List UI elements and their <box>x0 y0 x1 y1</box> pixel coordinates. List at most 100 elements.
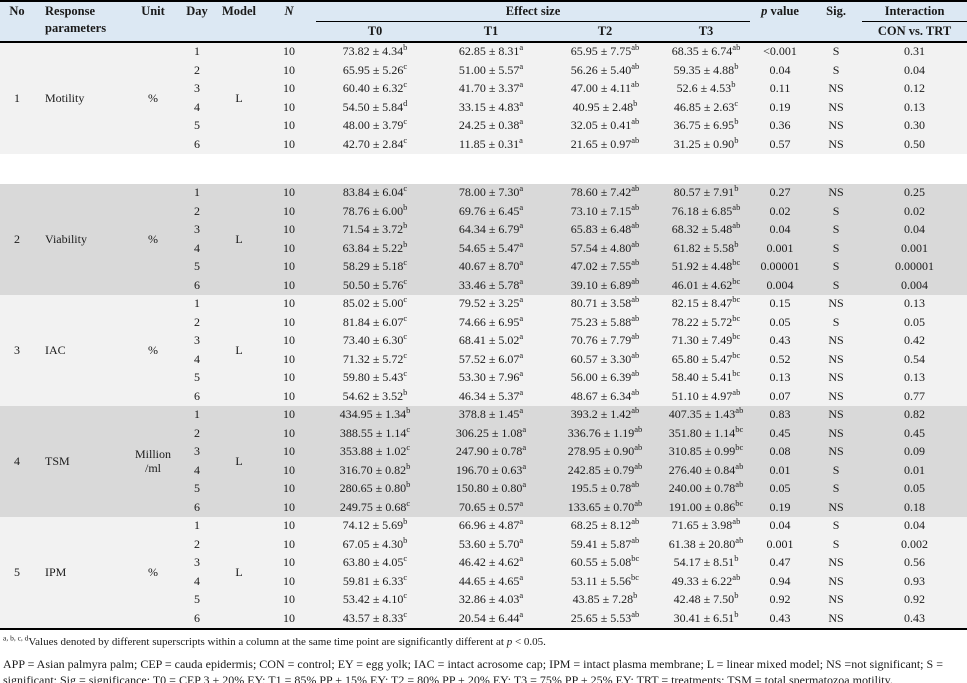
superscript: ab <box>735 405 744 416</box>
superscript: b <box>734 238 739 249</box>
interaction-cell: 0.56 <box>862 554 967 573</box>
col-header-model: Model <box>216 1 262 42</box>
n-cell: 10 <box>262 387 316 406</box>
p-value-cell: 0.04 <box>750 61 811 80</box>
superscript: b <box>403 238 408 249</box>
p-value-cell: 0.01 <box>750 461 811 480</box>
day-cell: 2 <box>178 61 216 80</box>
table-row: 3 10 63.80 ± 4.05c 46.42 ± 4.62a 60.55 ± 5.0… <box>0 554 967 573</box>
superscript: c <box>403 608 408 619</box>
unit-cell: % <box>128 517 178 629</box>
effect-t0-cell: 65.95 ± 5.26c <box>316 61 434 80</box>
superscript: ab <box>631 116 640 127</box>
sig-cell: S <box>810 276 863 295</box>
superscript: d <box>403 97 408 108</box>
interaction-cell: 0.54 <box>862 350 967 369</box>
superscript: bc <box>735 442 744 453</box>
effect-t0-cell: 54.62 ± 3.52b <box>316 387 434 406</box>
day-cell: 1 <box>178 42 216 62</box>
effect-t0-cell: 74.12 ± 5.69b <box>316 517 434 536</box>
table-row: 6 10 43.57 ± 8.33c 20.54 ± 6.44a 25.65 ± 5.5… <box>0 608 967 629</box>
superscript: c <box>734 97 739 108</box>
n-cell: 10 <box>262 276 316 295</box>
superscript: b <box>734 553 739 564</box>
interaction-cell: 0.30 <box>862 117 967 136</box>
p-value-cell: 0.004 <box>750 276 811 295</box>
table-row: 4 TSM Million /ml 1 L 10 434.95 ± 1.34b 378.8 ±… <box>0 405 967 517</box>
superscript: ab <box>631 479 640 490</box>
superscript: a <box>519 294 524 305</box>
p-value-cell: 0.001 <box>750 239 811 258</box>
superscript: a <box>519 386 524 397</box>
superscript: c <box>403 79 408 90</box>
superscript: ab <box>631 294 640 305</box>
effect-t1-cell: 53.60 ± 5.70a <box>434 535 548 554</box>
table-row: 3 10 71.54 ± 3.72b 64.34 ± 6.79a 65.83 ± 6.4… <box>0 221 967 240</box>
day-cell: 1 <box>178 295 216 314</box>
day-cell: 2 <box>178 202 216 221</box>
footnote-superscript-prefix: a, b, c, d <box>3 633 29 643</box>
day-cell: 3 <box>178 443 216 462</box>
effect-t2-cell: 65.83 ± 6.48ab <box>548 221 662 240</box>
effect-t1-cell: 68.41 ± 5.02a <box>434 332 548 351</box>
effect-t2-cell: 336.76 ± 1.19ab <box>548 424 662 443</box>
effect-t0-cell: 50.50 ± 5.76c <box>316 276 434 295</box>
group-no-cell: 4 <box>0 406 34 517</box>
p-value-cell: 0.47 <box>750 554 811 573</box>
p-value-cell: 0.52 <box>750 350 811 369</box>
superscript: a <box>519 312 524 323</box>
n-cell: 10 <box>262 332 316 351</box>
interaction-cell: 0.50 <box>862 135 967 154</box>
sig-cell: NS <box>810 98 863 117</box>
day-cell: 4 <box>178 461 216 480</box>
effect-t3-cell: 68.32 ± 5.48ab <box>662 221 751 240</box>
superscript: b <box>406 460 411 471</box>
superscript: a <box>519 349 524 360</box>
superscript: ab <box>634 442 643 453</box>
p-value-cell: 0.02 <box>750 202 811 221</box>
sig-cell: S <box>810 535 863 554</box>
superscript: ab <box>631 134 640 145</box>
superscript: c <box>403 257 408 268</box>
superscript: b <box>403 534 408 545</box>
p-value-cell: 0.57 <box>750 135 811 154</box>
n-cell: 10 <box>262 295 316 314</box>
superscript: a <box>519 608 524 619</box>
effect-t1-cell: 11.85 ± 0.31a <box>434 135 548 154</box>
superscript: a <box>519 405 524 416</box>
effect-t0-cell: 316.70 ± 0.82b <box>316 460 434 480</box>
superscript: a <box>519 497 524 508</box>
n-cell: 10 <box>262 443 316 462</box>
effect-t3-cell: 46.01 ± 4.62bc <box>662 276 751 295</box>
effect-t1-cell: 41.70 ± 3.37a <box>434 80 548 99</box>
interaction-cell: 0.05 <box>862 480 967 499</box>
sig-cell: NS <box>810 117 863 136</box>
p-value-cell: 0.15 <box>750 295 811 314</box>
effect-t3-cell: 61.82 ± 5.58b <box>662 238 751 258</box>
day-cell: 4 <box>178 572 216 591</box>
table-row: 3 IAC% 1 L 10 85.02 ± 5.00c 79.52 ± 3.25a 80.71… <box>0 294 967 406</box>
group-no-cell: 5 <box>0 517 34 629</box>
p-value-cell: 0.08 <box>750 443 811 462</box>
effect-t0-cell: 58.29 ± 5.18c <box>316 258 434 277</box>
parameter-name-cell: IPM <box>34 517 128 629</box>
effect-t2-cell: 195.5 ± 0.78ab <box>548 480 662 499</box>
footnote-text-before-p: Values denoted by different superscripts… <box>28 636 507 648</box>
table-row: 2 10 388.55 ± 1.14c 306.25 ± 1.08a 336.76 ± … <box>0 424 967 443</box>
interaction-cell: 0.31 <box>862 42 967 62</box>
effect-t1-cell: 306.25 ± 1.08a <box>434 424 548 443</box>
interaction-cell: 0.02 <box>862 202 967 221</box>
table-row: 5 10 280.65 ± 0.80b 150.80 ± 0.80a 195.5 ± 0… <box>0 480 967 499</box>
n-cell: 10 <box>262 42 316 62</box>
effect-t2-cell: 68.25 ± 8.12ab <box>548 517 662 536</box>
day-cell: 6 <box>178 276 216 295</box>
effect-t0-cell: 280.65 ± 0.80b <box>316 480 434 499</box>
effect-t2-cell: 53.11 ± 5.56bc <box>548 572 662 591</box>
effect-t1-cell: 150.80 ± 0.80a <box>434 480 548 499</box>
n-cell: 10 <box>262 517 316 536</box>
effect-t1-cell: 70.65 ± 0.57a <box>434 497 548 517</box>
effect-t2-cell: 21.65 ± 0.97ab <box>548 134 662 154</box>
p-value-cell: 0.04 <box>750 221 811 240</box>
superscript: ab <box>631 516 640 527</box>
p-value-cell: 0.001 <box>750 535 811 554</box>
